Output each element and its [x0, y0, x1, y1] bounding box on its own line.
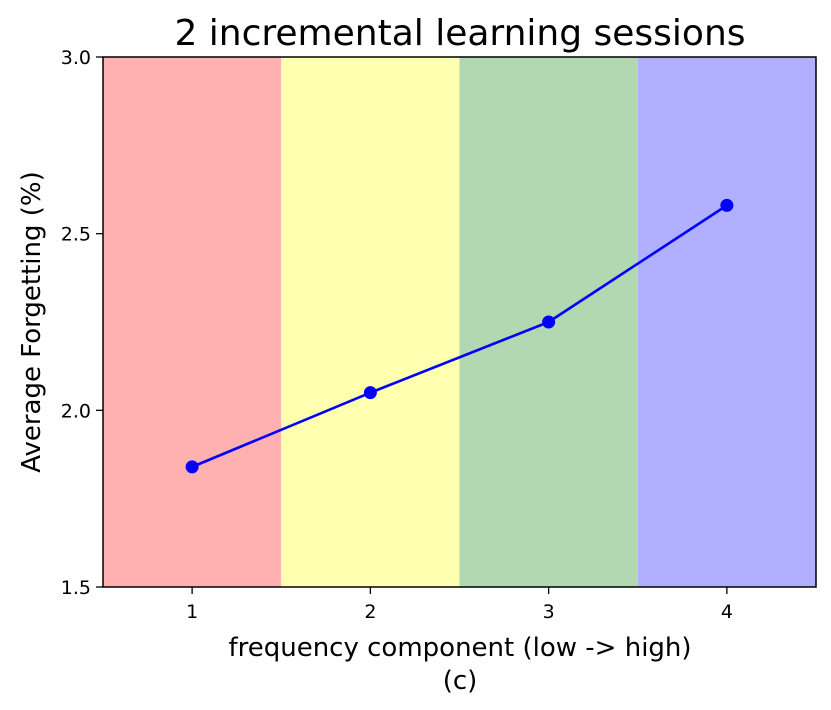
y-axis-ticks: 1.5 2.0 2.5 3.0 [61, 47, 103, 599]
x-axis-label: frequency component (low -> high) [228, 633, 691, 663]
y-axis-label: Average Forgetting (%) [17, 171, 47, 473]
y-tick-label: 2.0 [61, 400, 91, 422]
x-tick-label: 3 [543, 601, 555, 623]
chart-caption: (c) [443, 666, 478, 696]
data-point-4 [720, 198, 734, 212]
series-layer [185, 198, 734, 474]
band-1 [103, 57, 282, 587]
y-tick-label: 3.0 [61, 47, 91, 69]
series-line-1 [191, 204, 728, 469]
data-point-3 [542, 315, 556, 329]
x-tick-label: 4 [721, 601, 733, 623]
plot-frame [102, 56, 817, 588]
y-tick-label: 2.5 [61, 224, 91, 246]
x-tick-label: 2 [364, 601, 376, 623]
x-tick-label: 1 [186, 601, 198, 623]
data-point-2 [363, 386, 377, 400]
chart-title: 2 incremental learning sessions [174, 13, 745, 54]
band-2 [281, 57, 460, 587]
background-bands [103, 57, 816, 587]
band-4 [637, 57, 816, 587]
y-tick-label: 1.5 [61, 577, 91, 599]
data-point-1 [185, 460, 199, 474]
x-axis-ticks: 1 2 3 4 [186, 587, 733, 623]
